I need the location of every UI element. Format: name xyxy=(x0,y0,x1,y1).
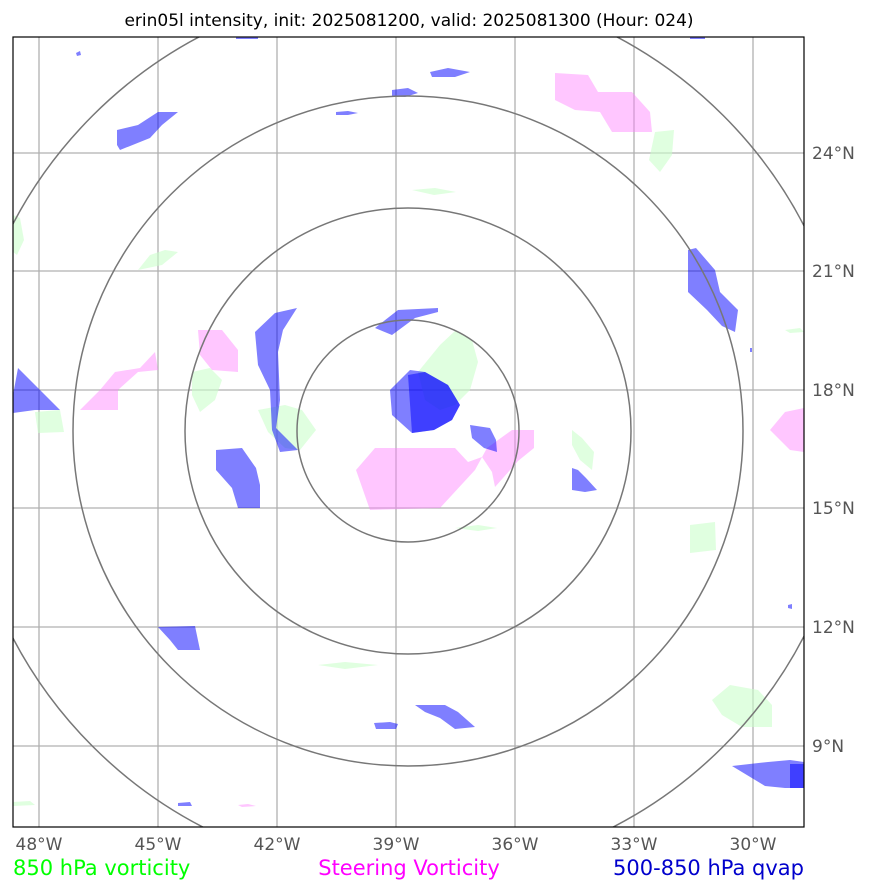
lon-tick-label: 30°W xyxy=(730,835,777,855)
vorticity-850-region xyxy=(455,525,497,531)
vorticity-850-region xyxy=(785,328,804,333)
qvap-region xyxy=(375,308,438,335)
lat-grid-lines xyxy=(13,152,804,747)
vorticity-850-region xyxy=(138,250,178,270)
qvap-contours xyxy=(13,37,804,806)
steering-vorticity-region xyxy=(198,330,238,372)
legend-label-850-vorticity: 850 hPa vorticity xyxy=(13,856,190,880)
figure-title: erin05l intensity, init: 2025081200, val… xyxy=(124,11,693,31)
qvap-region xyxy=(732,760,804,788)
vorticity-850-region xyxy=(649,130,674,172)
vorticity-850-region xyxy=(35,410,64,433)
lat-tick-labels: 24°N 21°N 18°N 15°N 12°N 9°N xyxy=(812,144,855,757)
qvap-region xyxy=(158,626,200,650)
qvap-region xyxy=(13,368,60,413)
lon-tick-label: 36°W xyxy=(492,835,539,855)
legend-label-qvap: 500-850 hPa qvap xyxy=(613,856,804,880)
qvap-region xyxy=(408,372,460,433)
lon-tick-label: 45°W xyxy=(135,835,182,855)
lat-tick-label: 15°N xyxy=(812,499,855,519)
vorticity-850-region xyxy=(572,430,594,470)
lon-tick-label: 48°W xyxy=(16,835,63,855)
qvap-region xyxy=(178,802,192,806)
steering-vorticity-contours xyxy=(80,73,804,807)
vorticity-850-region xyxy=(13,801,35,806)
range-ring xyxy=(184,207,632,655)
qvap-region xyxy=(750,348,752,352)
qvap-region xyxy=(572,468,597,492)
qvap-region xyxy=(392,88,418,97)
steering-vorticity-region xyxy=(555,73,652,132)
qvap-region xyxy=(76,51,81,56)
lon-grid-lines xyxy=(38,37,754,827)
steering-vorticity-region xyxy=(80,352,158,410)
vorticity-850-region xyxy=(690,522,716,553)
lat-tick-label: 24°N xyxy=(812,144,855,164)
vorticity-850-region xyxy=(13,215,24,255)
qvap-region xyxy=(470,425,497,452)
qvap-region xyxy=(788,604,792,609)
vorticity-850-region xyxy=(192,368,222,412)
lat-tick-label: 12°N xyxy=(812,618,855,638)
qvap-region xyxy=(790,764,804,788)
lon-tick-labels: 48°W 45°W 42°W 39°W 36°W 33°W 30°W xyxy=(16,835,777,855)
lon-tick-label: 39°W xyxy=(373,835,420,855)
steering-vorticity-region xyxy=(238,804,256,807)
lat-tick-label: 18°N xyxy=(812,381,855,401)
map-area xyxy=(13,37,804,827)
map-frame xyxy=(12,36,805,828)
lon-tick-label: 42°W xyxy=(254,835,301,855)
lat-tick-label: 21°N xyxy=(812,262,855,282)
range-ring xyxy=(296,319,520,543)
vorticity-850-region xyxy=(318,662,378,669)
qvap-region xyxy=(216,448,260,508)
qvap-region xyxy=(255,308,298,452)
legend: 850 hPa vorticity Steering Vorticity 500… xyxy=(13,856,804,880)
lat-tick-label: 9°N xyxy=(812,737,844,757)
vorticity-850-region xyxy=(712,685,772,727)
range-ring xyxy=(72,95,744,767)
qvap-region xyxy=(117,112,178,150)
steering-vorticity-region xyxy=(356,430,534,510)
lon-tick-label: 33°W xyxy=(611,835,658,855)
legend-label-steering-vorticity: Steering Vorticity xyxy=(318,856,500,880)
qvap-region xyxy=(430,68,470,77)
vorticity-850-region xyxy=(412,188,456,195)
steering-vorticity-region xyxy=(770,408,804,452)
qvap-region xyxy=(688,248,738,332)
qvap-region xyxy=(374,722,398,729)
qvap-region xyxy=(336,111,358,115)
qvap-region xyxy=(415,705,475,729)
range-rings xyxy=(13,37,804,827)
